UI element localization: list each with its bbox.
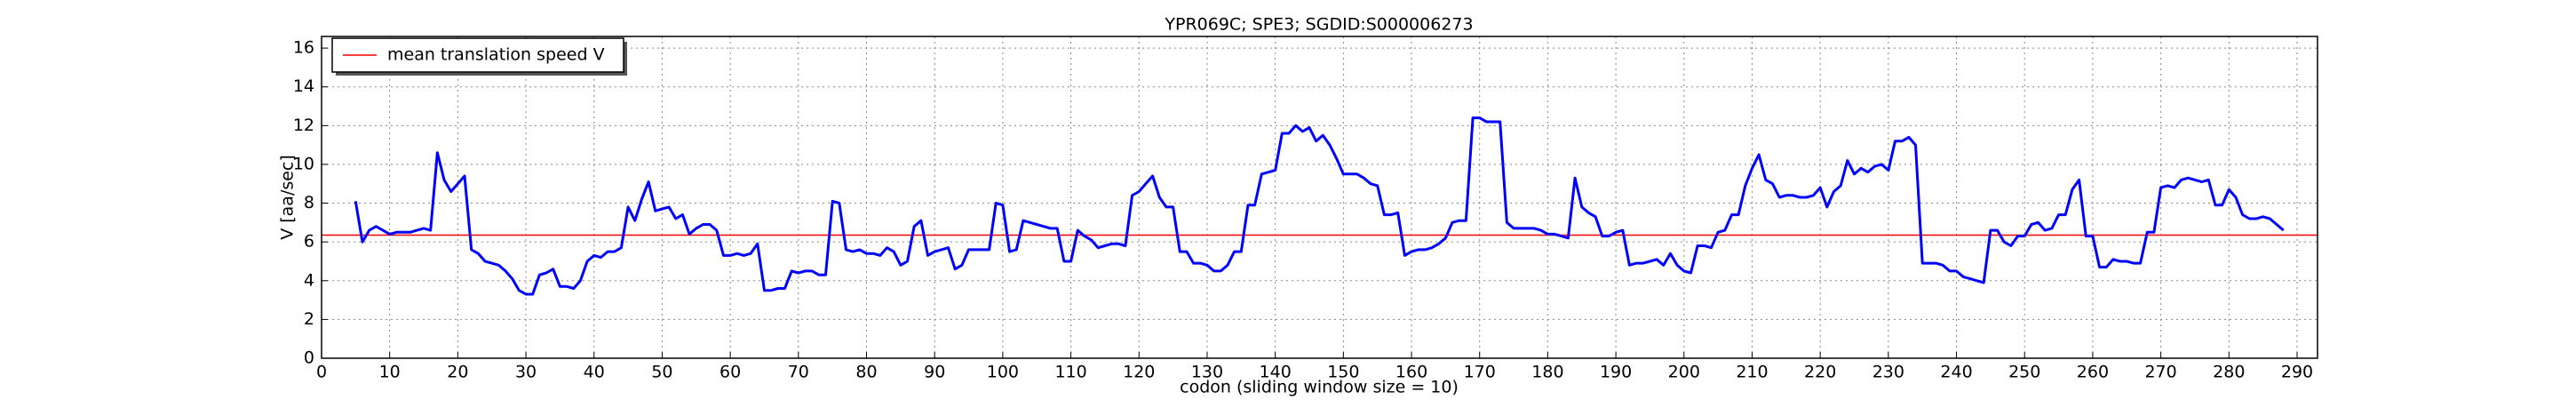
x-tick-label: 170: [1464, 363, 1496, 382]
legend-label: mean translation speed V: [387, 45, 605, 65]
x-tick-label: 60: [720, 363, 741, 382]
x-tick-label: 80: [855, 363, 877, 382]
y-tick-label: 8: [304, 193, 314, 212]
x-tick-label: 240: [1940, 363, 1972, 382]
x-tick-label: 220: [1804, 363, 1836, 382]
y-tick-label: 10: [293, 154, 314, 173]
y-tick-label: 12: [293, 116, 314, 135]
y-tick-label: 4: [304, 270, 314, 290]
x-axis-label: codon (sliding window size = 10): [1180, 378, 1459, 397]
x-tick-label: 90: [924, 363, 945, 382]
y-tick-label: 16: [293, 38, 314, 58]
x-tick-label: 180: [1531, 363, 1563, 382]
x-tick-label: 100: [987, 363, 1019, 382]
y-tick-label: 6: [304, 232, 314, 252]
x-tick-label: 230: [1872, 363, 1904, 382]
x-tick-label: 130: [1191, 363, 1223, 382]
y-tick-label: 0: [304, 348, 314, 368]
x-tick-label: 40: [584, 363, 605, 382]
x-tick-label: 10: [379, 363, 401, 382]
x-tick-label: 210: [1736, 363, 1768, 382]
x-tick-label: 280: [2213, 363, 2245, 382]
data-line: [354, 116, 2285, 296]
x-tick-label: 150: [1327, 363, 1359, 382]
x-tick-label: 250: [2008, 363, 2040, 382]
x-tick-label: 200: [1668, 363, 1700, 382]
x-tick-label: 70: [788, 363, 809, 382]
x-tick-label: 140: [1260, 363, 1292, 382]
x-tick-label: 0: [316, 363, 327, 382]
x-tick-label: 110: [1054, 363, 1086, 382]
x-tick-label: 120: [1123, 363, 1155, 382]
x-tick-label: 30: [515, 363, 537, 382]
legend: mean translation speed V: [331, 37, 627, 76]
y-tick-label: 2: [304, 309, 314, 329]
legend-box: [331, 37, 624, 73]
chart-title: YPR069C; SPE3; SGDID:S000006273: [1164, 15, 1473, 35]
plot-frame: [321, 36, 2318, 359]
x-tick-label: 20: [447, 363, 468, 382]
y-axis-label: V [aa/sec]: [278, 155, 298, 240]
y-tick-label: 14: [293, 76, 314, 96]
x-tick-label: 270: [2144, 363, 2176, 382]
x-tick-label: 50: [651, 363, 672, 382]
x-tick-label: 290: [2281, 363, 2313, 382]
x-tick-label: 190: [1600, 363, 1632, 382]
x-tick-label: 260: [2077, 363, 2109, 382]
x-tick-label: 160: [1395, 363, 1427, 382]
